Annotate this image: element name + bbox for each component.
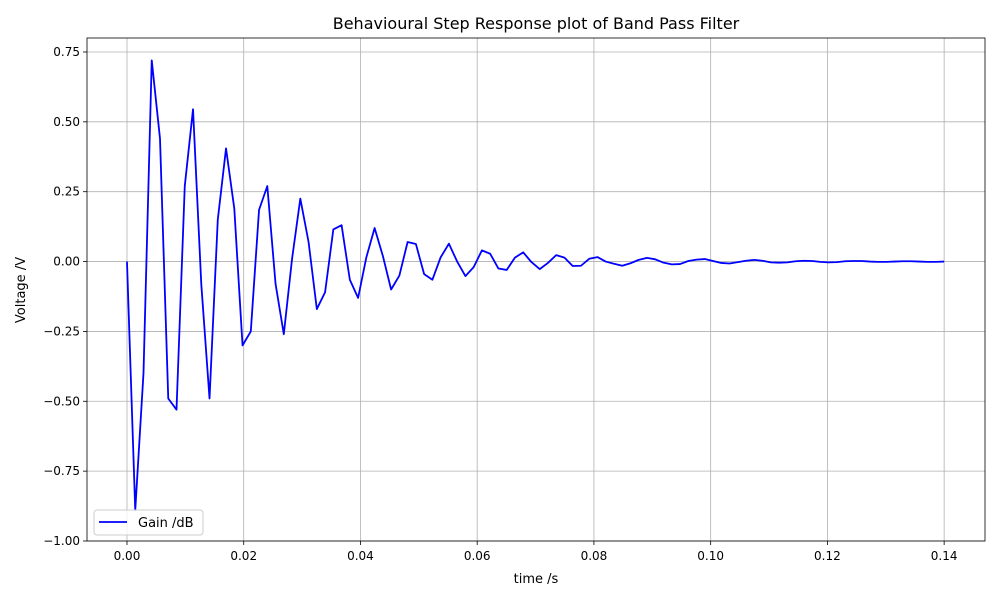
x-tick-label: 0.00 <box>114 549 141 563</box>
chart-title: Behavioural Step Response plot of Band P… <box>333 14 740 33</box>
y-tick-label: −1.00 <box>43 534 80 548</box>
axes-frame <box>86 37 986 542</box>
ticks: 0.00 0.02 0.04 0.06 0.08 0.10 0.12 0.14 −1.00 −0.… <box>43 45 957 563</box>
x-tick-label: 0.14 <box>931 549 958 563</box>
y-tick-label: 0.75 <box>53 45 80 59</box>
x-tick-label: 0.06 <box>464 549 491 563</box>
y-axis-label: Voltage /V <box>14 257 29 323</box>
y-tick-label: 0.00 <box>53 255 80 269</box>
legend: Gain /dB <box>93 509 204 536</box>
plot-area <box>126 59 945 512</box>
x-tick-label: 0.10 <box>697 549 724 563</box>
x-tick-label: 0.02 <box>230 549 257 563</box>
legend-box <box>93 509 204 536</box>
x-tick-label: 0.04 <box>347 549 374 563</box>
y-tick-label: −0.75 <box>43 464 80 478</box>
y-tick-label: 0.50 <box>53 115 80 129</box>
legend-label: Gain /dB <box>138 516 194 531</box>
y-tick-label: 0.25 <box>53 185 80 199</box>
x-tick-label: 0.12 <box>814 549 841 563</box>
x-tick-label: 0.08 <box>581 549 608 563</box>
y-tick-label: −0.50 <box>43 394 80 408</box>
y-tick-label: −0.25 <box>43 324 80 338</box>
series-line-gain <box>126 59 945 512</box>
x-axis-label: time /s <box>514 572 559 587</box>
